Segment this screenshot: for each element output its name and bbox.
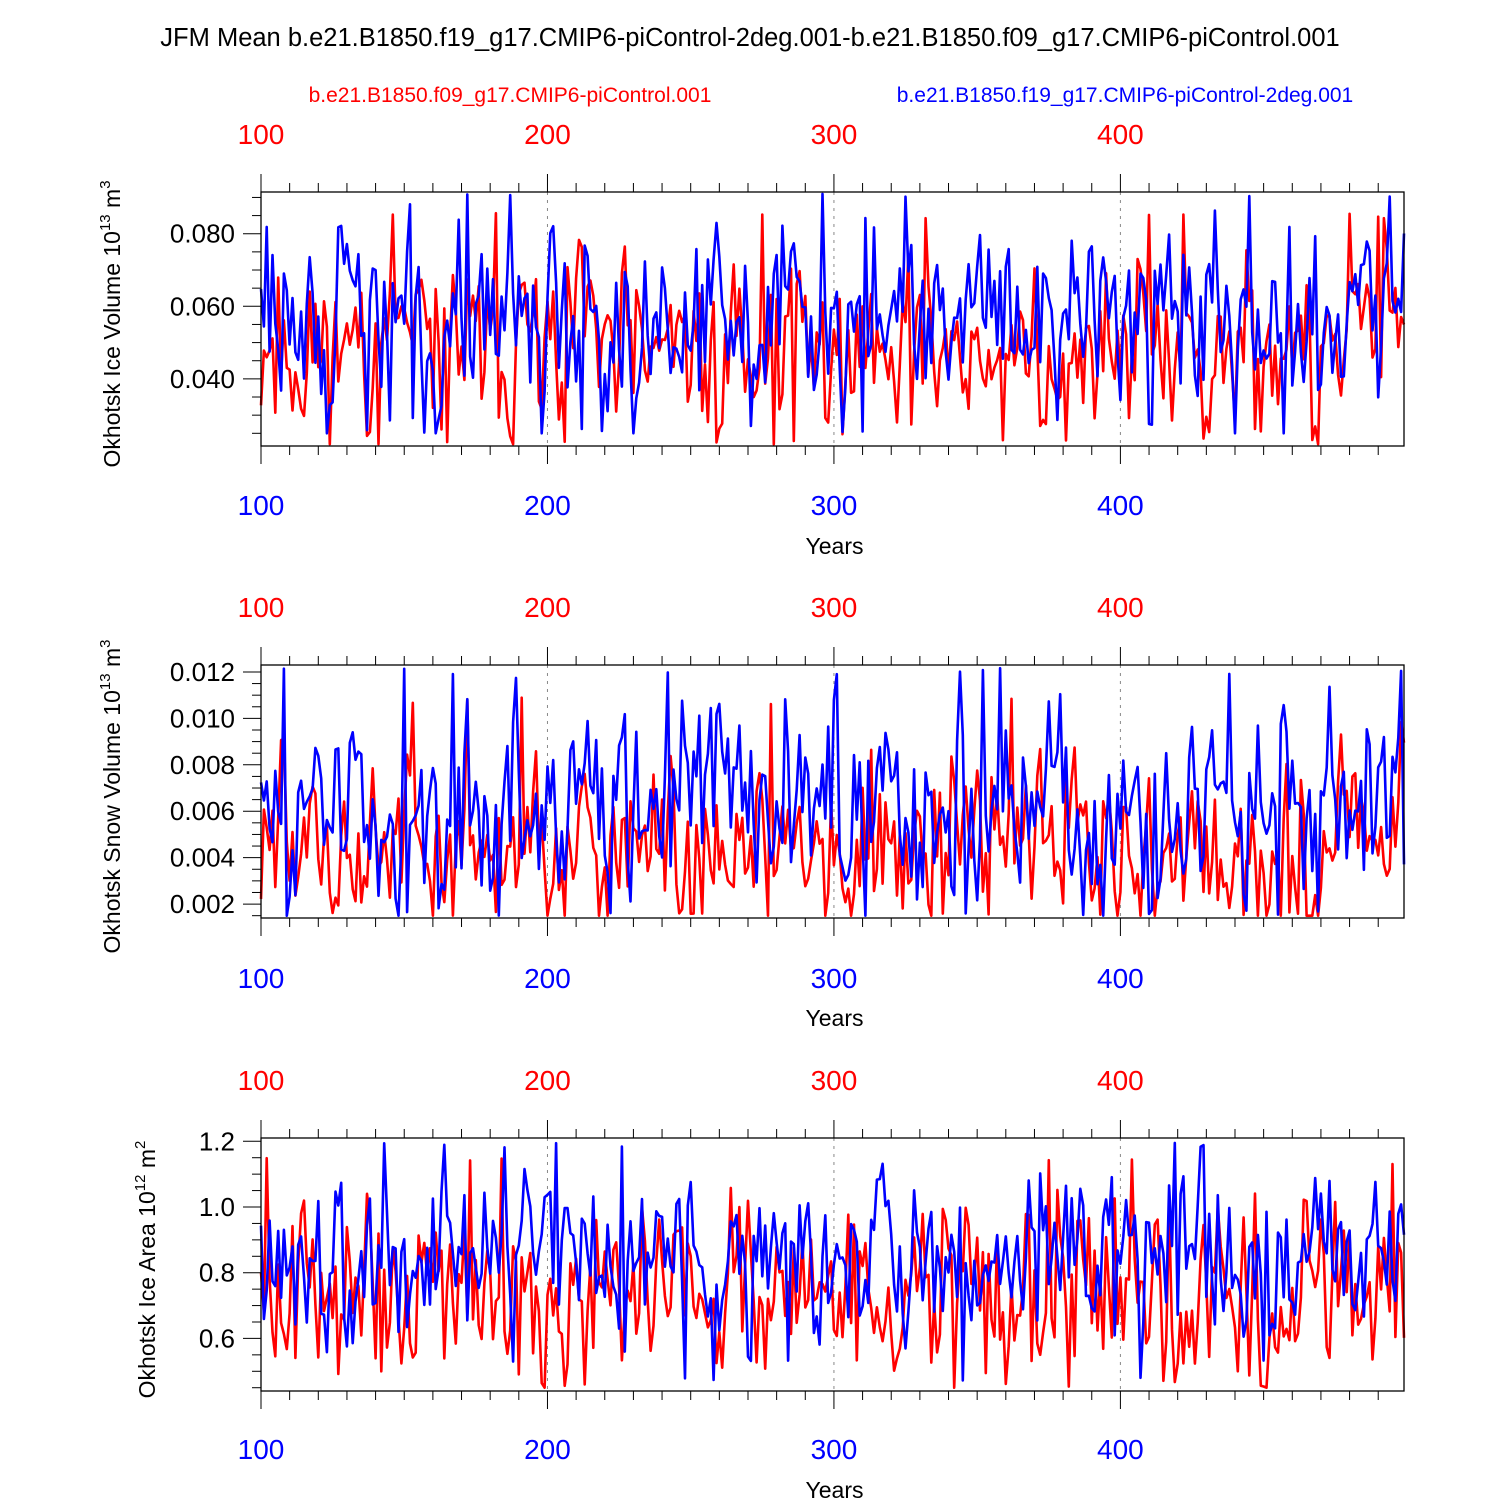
series-line-blue (259, 666, 1406, 918)
x-tick-label-top: 300 (811, 1065, 858, 1096)
y-axis-label: Okhotsk Snow Volume 1013 m3 (97, 640, 125, 954)
y-tick-label: 0.012 (170, 657, 235, 687)
x-tick-label-bottom: 100 (238, 490, 285, 521)
x-tick-label-top: 100 (238, 592, 285, 623)
y-tick-label: 0.002 (170, 889, 235, 919)
x-tick-label-top: 400 (1097, 1065, 1144, 1096)
x-tick-label-bottom: 400 (1097, 490, 1144, 521)
x-tick-label-top: 200 (524, 119, 571, 150)
panel-1: 0.040 0.060 0.080 100 100 200 200 300 300 400 400 Y… (97, 119, 1406, 559)
x-tick-label-bottom: 300 (811, 1434, 858, 1465)
series-line-blue (259, 1141, 1406, 1382)
x-axis-label: Years (806, 533, 864, 559)
y-tick-label: 0.008 (170, 750, 235, 780)
x-tick-label-top: 400 (1097, 592, 1144, 623)
y-tick-label: 0.004 (170, 843, 235, 873)
x-tick-label-top: 300 (811, 119, 858, 150)
x-tick-label-bottom: 200 (524, 1434, 571, 1465)
legend-blue: b.e21.B1850.f19_g17.CMIP6-piControl-2deg… (897, 84, 1353, 107)
series-line-blue (259, 192, 1406, 435)
plot-frame (260, 191, 1405, 447)
x-tick-label-top: 100 (238, 1065, 285, 1096)
x-tick-label-bottom: 300 (811, 490, 858, 521)
x-tick-label-bottom: 200 (524, 490, 571, 521)
x-tick-label-top: 200 (524, 1065, 571, 1096)
y-axis-label: Okhotsk Ice Volume 1013 m3 (97, 180, 125, 467)
panel-3: 0.60.81.01.2100100200200300300400400Year… (132, 1065, 1406, 1500)
x-tick-label-bottom: 100 (238, 1434, 285, 1465)
y-tick-label: 0.040 (170, 364, 235, 394)
y-tick-label: 1.0 (199, 1192, 235, 1222)
series-line-red (259, 211, 1406, 446)
x-tick-label-top: 200 (524, 592, 571, 623)
plot-frame (260, 1137, 1405, 1392)
x-axis-label: Years (806, 1477, 864, 1500)
y-tick-label: 0.006 (170, 796, 235, 826)
x-tick-label-top: 400 (1097, 119, 1144, 150)
y-tick-label: 0.080 (170, 219, 235, 249)
x-axis-label: Years (806, 1005, 864, 1031)
y-tick-label: 0.010 (170, 703, 235, 733)
y-tick-label: 0.060 (170, 291, 235, 321)
y-tick-label: 0.8 (199, 1258, 235, 1288)
series-line-red (259, 1156, 1406, 1389)
figure-title: JFM Mean b.e21.B1850.f19_g17.CMIP6-piCon… (160, 24, 1339, 52)
x-tick-label-bottom: 300 (811, 963, 858, 994)
y-axis-label: Okhotsk Ice Area 1012 m2 (132, 1141, 160, 1399)
plot-frame (260, 664, 1405, 919)
x-tick-label-bottom: 400 (1097, 963, 1144, 994)
x-tick-label-bottom: 400 (1097, 1434, 1144, 1465)
x-tick-label-bottom: 200 (524, 963, 571, 994)
panel-2: 0.002 0.004 0.006 0.008 0.010 0.012 100 100 200 2… (97, 592, 1406, 1031)
legend-red: b.e21.B1850.f09_g17.CMIP6-piControl.001 (309, 84, 712, 107)
series-line-red (259, 696, 1406, 918)
y-tick-label: 1.2 (199, 1126, 235, 1156)
y-tick-label: 0.6 (199, 1323, 235, 1353)
x-tick-label-top: 300 (811, 592, 858, 623)
x-tick-label-top: 100 (238, 119, 285, 150)
x-tick-label-bottom: 100 (238, 963, 285, 994)
